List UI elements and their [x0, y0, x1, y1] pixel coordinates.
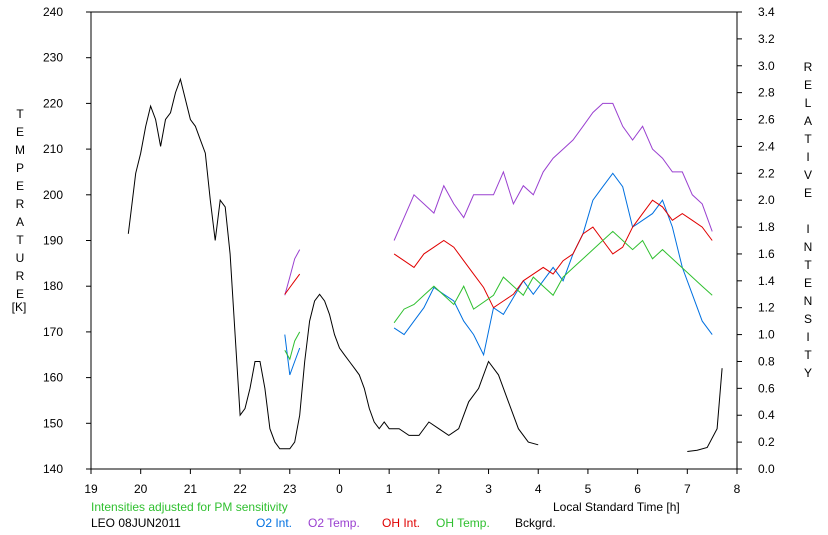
x-tick-label: 7 — [684, 482, 691, 496]
axis-title-letter: E — [15, 125, 24, 139]
legend-o2-int: O2 Int. — [256, 516, 293, 530]
axis-title-letter: E — [15, 179, 24, 193]
left-tick-label: 180 — [43, 279, 63, 293]
legend-oh-temp: OH Temp. — [436, 516, 490, 530]
right-tick-label: 2.0 — [758, 193, 775, 207]
note-text: Intensities adjusted for PM sensitivity — [91, 500, 288, 514]
x-tick-label: 19 — [84, 482, 98, 496]
axis-title-letter: T — [16, 107, 24, 121]
x-tick-label: 1 — [386, 482, 393, 496]
left-tick-label: 220 — [43, 96, 63, 110]
right-tick-label: 2.4 — [758, 139, 775, 153]
left-tick-label: 170 — [43, 325, 63, 339]
right-tick-label: 0.4 — [758, 408, 775, 422]
axis-title-letter: R — [803, 60, 813, 74]
series-layer — [127, 77, 723, 452]
series-line-bckgrd — [687, 368, 723, 452]
axis-title-letter: V — [803, 168, 812, 182]
axis-title-letter: A — [803, 114, 812, 128]
axis-title-letter: I — [806, 150, 810, 164]
right-tick-label: 0.2 — [758, 435, 775, 449]
right-tick-label: 0.0 — [758, 462, 775, 476]
right-tick-label: 0.6 — [758, 381, 775, 395]
axis-title-letter: T — [804, 258, 812, 272]
left-tick-label: 150 — [43, 416, 63, 430]
axis-title-letter: L — [804, 96, 812, 110]
axis-title-letter: S — [803, 312, 812, 326]
right-tick-label: 1.8 — [758, 220, 775, 234]
right-tick-label: 2.6 — [758, 113, 775, 127]
plot-frame — [90, 11, 738, 470]
x-tick-label: 20 — [134, 482, 148, 496]
left-tick-label: 160 — [43, 371, 63, 385]
series-line-oh-int — [284, 273, 301, 295]
right-tick-label: 1.4 — [758, 274, 775, 288]
axis-title-letter: T — [804, 132, 812, 146]
left-tick-label: 200 — [43, 188, 63, 202]
left-tick-label: 230 — [43, 51, 63, 65]
axis-title-letter: I — [806, 222, 810, 236]
axis-title-letter: N — [803, 240, 813, 254]
x-tick-label: 21 — [184, 482, 198, 496]
x-tick-label: 5 — [585, 482, 592, 496]
axis-title-letter: U — [15, 251, 25, 265]
series-line-o2-int — [393, 172, 713, 357]
x-axis-ticks: 19 20 21 22 23 0 1 2 3 4 5 6 7 8 — [84, 469, 741, 496]
axis-title-letter: Y — [803, 366, 812, 380]
axis-title-letter: R — [15, 269, 25, 283]
right-tick-label: 3.2 — [758, 32, 775, 46]
x-tick-label: 4 — [535, 482, 542, 496]
left-axis-unit: [K] — [11, 300, 27, 314]
x-tick-label: 2 — [436, 482, 443, 496]
axis-title-letter: P — [15, 161, 24, 175]
station-label: LEO 08JUN2011 — [91, 516, 181, 530]
right-tick-label: 1.2 — [758, 301, 775, 315]
left-tick-label: 190 — [43, 234, 63, 248]
x-tick-label: 22 — [233, 482, 247, 496]
left-tick-label: 140 — [43, 462, 63, 476]
right-tick-label: 1.6 — [758, 247, 775, 261]
right-tick-label: 2.2 — [758, 166, 775, 180]
axis-title-letter — [798, 202, 818, 220]
axis-title-letter: E — [803, 78, 812, 92]
series-line-oh-int — [393, 199, 713, 309]
left-tick-label: 240 — [43, 5, 63, 19]
legend-oh-int: OH Int. — [382, 516, 421, 530]
x-tick-label: 3 — [485, 482, 492, 496]
legend-o2-temp: O2 Temp. — [308, 516, 360, 530]
x-tick-label: 23 — [283, 482, 297, 496]
series-line-oh-temp — [393, 230, 713, 324]
left-axis-ticks: 140 150 160 170 180 190 200 210 220 230 240 — [43, 5, 91, 476]
x-tick-label: 6 — [634, 482, 641, 496]
axis-title-letter: E — [803, 186, 812, 200]
series-line-oh-temp — [284, 331, 301, 361]
right-tick-label: 2.8 — [758, 86, 775, 100]
x-axis-label: Local Standard Time [h] — [553, 500, 680, 514]
series-line-o2-temp — [284, 249, 301, 296]
axis-title-letter: R — [15, 197, 25, 211]
axis-title-letter: T — [16, 233, 24, 247]
x-tick-label: 0 — [336, 482, 343, 496]
right-tick-label: 0.8 — [758, 354, 775, 368]
right-tick-label: 3.0 — [758, 59, 775, 73]
axis-title-letter: E — [803, 276, 812, 290]
axis-title-letter: T — [804, 348, 812, 362]
axis-title-letter: E — [15, 287, 24, 301]
right-tick-label: 1.0 — [758, 328, 775, 342]
series-line-bckgrd — [127, 77, 539, 450]
axis-title-letter: M — [15, 143, 25, 157]
axis-title-letter: N — [803, 294, 813, 308]
legend-bckgrd: Bckgrd. — [515, 516, 556, 530]
right-tick-label: 3.4 — [758, 5, 775, 19]
axis-title-letter: I — [806, 330, 810, 344]
axis-title-letter: A — [15, 215, 24, 229]
right-axis-ticks: 0.0 0.2 0.4 0.6 0.8 1.0 1.2 1.4 1.6 1.8 2.0 2.2 2.4 2… — [737, 5, 775, 476]
x-tick-label: 8 — [734, 482, 741, 496]
left-tick-label: 210 — [43, 142, 63, 156]
series-line-o2-temp — [393, 102, 713, 241]
